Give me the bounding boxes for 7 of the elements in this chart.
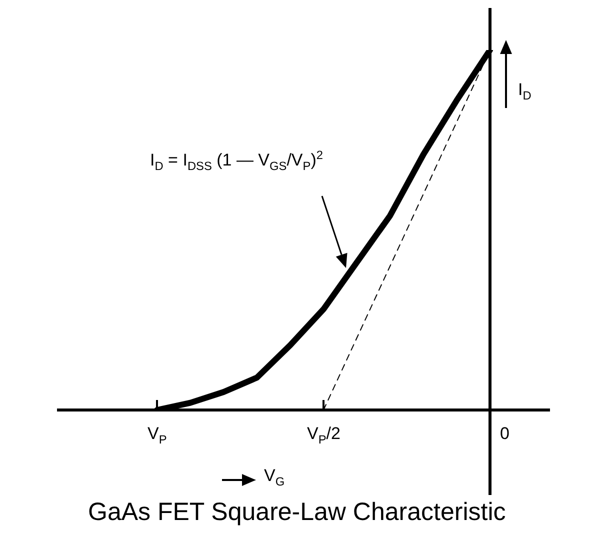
y-axis-title: I$_{D}$ [518, 80, 532, 102]
x-axis-title: V$_{G}$ [264, 466, 285, 488]
x-tick-label: V$_{P}$/2 [307, 424, 340, 446]
text: GaAs FET Square-Law Characteristic [88, 498, 506, 527]
x-tick-label: V$_{P}$ [148, 424, 167, 446]
text: I$_{D}$ = I$_{DSS}$ (1 — V$_{GS}$/V$_{P}$)$^{2}$ [150, 148, 323, 174]
x-tick-label: 0 [500, 424, 510, 444]
